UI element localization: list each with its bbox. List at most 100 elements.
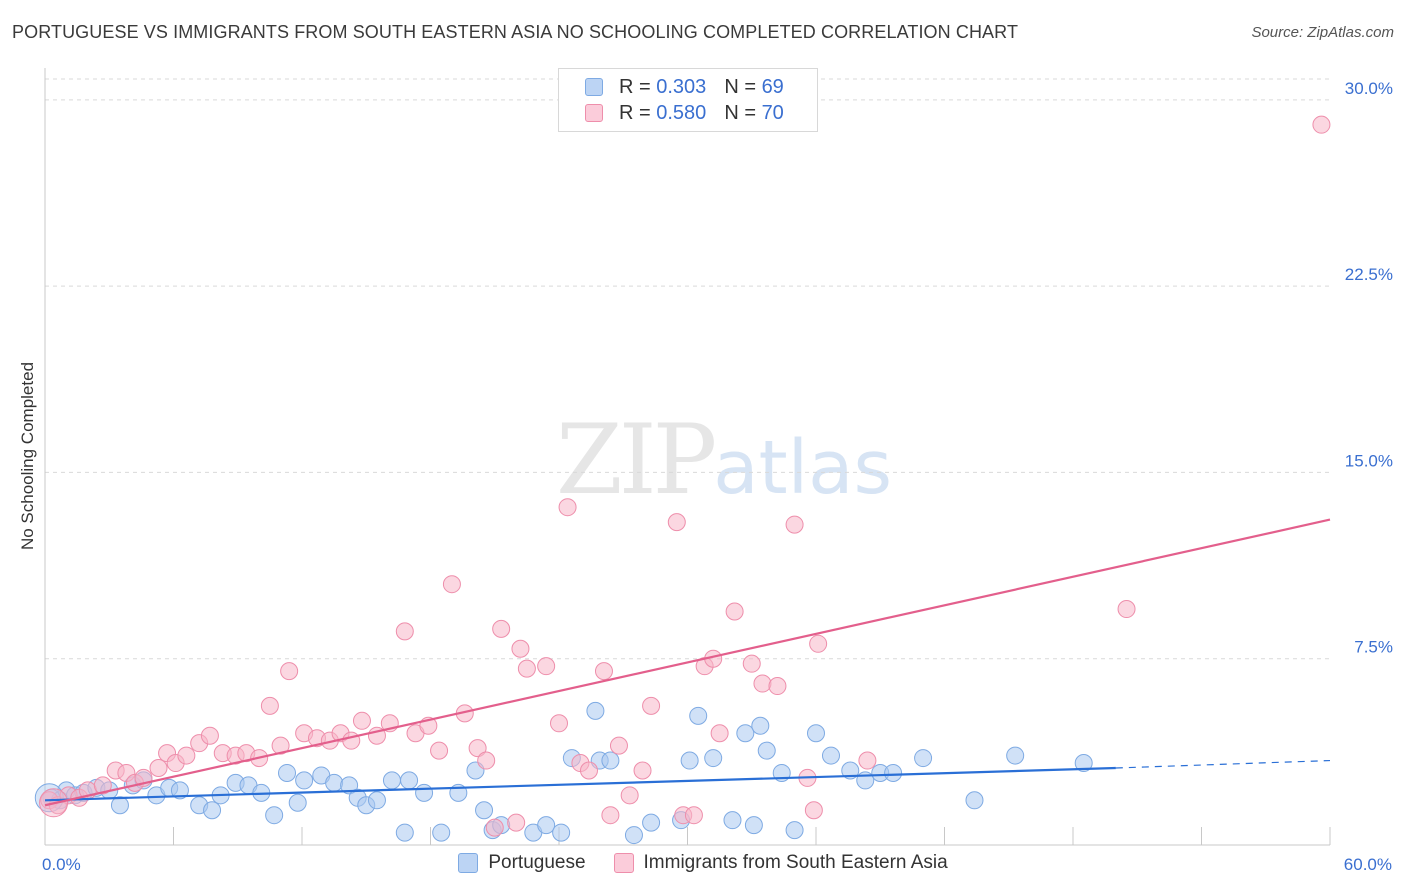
portuguese-point	[340, 776, 359, 795]
watermark-atlas: atlas	[713, 425, 893, 511]
portuguese-point	[265, 806, 284, 825]
portuguese-point	[278, 763, 297, 782]
immigrants-point	[517, 659, 536, 678]
portuguese-point	[367, 791, 386, 810]
legend-label-portuguese: Portuguese	[488, 852, 586, 873]
immigrants-point	[177, 746, 196, 765]
portuguese-point	[1074, 754, 1093, 773]
gridlines	[45, 78, 1330, 660]
portuguese-point	[1006, 746, 1025, 765]
legend-row-immigrants: R = 0.580 N = 70	[585, 101, 784, 125]
legend-r-label: R =	[619, 75, 651, 98]
immigrants-point	[642, 696, 661, 715]
immigrants-point	[710, 724, 729, 743]
immigrants-point	[395, 622, 414, 641]
immigrants-point	[753, 674, 772, 693]
watermark: ZIPatlas	[556, 404, 892, 516]
portuguese-point	[432, 823, 451, 842]
legend-label-immigrants: Immigrants from South Eastern Asia	[643, 852, 948, 873]
portuguese-point	[382, 771, 401, 790]
trend-lines	[44, 518, 1331, 807]
immigrants-point	[200, 726, 219, 745]
immigrants-point	[352, 711, 371, 730]
portuguese-point	[841, 761, 860, 780]
portuguese-point	[288, 793, 307, 812]
watermark-zip: ZIP	[556, 404, 717, 516]
legend-row-portuguese: R = 0.303 N = 69	[585, 75, 784, 99]
y-tick-label: 22.5%	[1345, 265, 1393, 284]
immigrants-trend-line	[44, 518, 1331, 807]
legend-swatch-portuguese	[585, 78, 603, 96]
portuguese-point	[400, 771, 419, 790]
immigrants-point	[477, 751, 496, 770]
y-tick-label: 30.0%	[1345, 79, 1393, 98]
y-tick-label: 15.0%	[1345, 451, 1393, 470]
legend-r-label: R =	[619, 101, 651, 124]
legend-swatch-immigrants	[585, 104, 603, 122]
portuguese-point	[884, 763, 903, 782]
immigrants-point	[149, 759, 168, 777]
immigrants-point	[620, 786, 639, 805]
portuguese-trend-line-extension	[1115, 759, 1331, 769]
portuguese-point	[110, 796, 129, 815]
portuguese-point	[785, 821, 804, 840]
legend-item-immigrants[interactable]: Immigrants from South Eastern Asia	[613, 852, 948, 874]
portuguese-point	[537, 816, 556, 835]
immigrants-point	[804, 801, 823, 820]
portuguese-point	[642, 813, 661, 832]
series-legend: Portuguese Immigrants from South Eastern…	[0, 852, 1406, 874]
immigrants-point	[93, 776, 112, 795]
legend-swatch-portuguese	[458, 853, 479, 873]
portuguese-point	[325, 773, 344, 792]
immigrants-point	[667, 513, 686, 532]
legend-n-value: 69	[761, 75, 784, 98]
immigrants-point	[609, 736, 628, 755]
legend-r-value: 0.303	[656, 75, 707, 98]
immigrants-point	[579, 761, 598, 780]
source-label: Source: ZipAtlas.com	[1251, 24, 1394, 41]
portuguese-point	[295, 771, 314, 790]
immigrants-point	[725, 602, 744, 621]
portuguese-point	[965, 791, 984, 810]
immigrants-point	[1117, 600, 1136, 619]
y-tick-label: 7.5%	[1354, 638, 1393, 657]
immigrants-point	[601, 806, 620, 825]
immigrants-point	[492, 619, 511, 638]
immigrants-point	[594, 662, 613, 681]
portuguese-point	[395, 823, 414, 842]
x-tick-label: 0.0%	[42, 855, 81, 874]
axes	[44, 68, 1331, 846]
portuguese-point	[757, 741, 776, 760]
immigrants-point	[785, 515, 804, 534]
immigrants-point	[280, 662, 299, 681]
portuguese-point	[203, 801, 222, 820]
legend-n-label: N =	[724, 101, 756, 124]
portuguese-point	[415, 783, 434, 802]
legend-n-label: N =	[724, 75, 756, 98]
legend-item-portuguese[interactable]: Portuguese	[458, 852, 586, 874]
chart-title: PORTUGUESE VS IMMIGRANTS FROM SOUTH EAST…	[12, 22, 1019, 42]
portuguese-point	[601, 751, 620, 770]
immigrants-point	[558, 498, 577, 517]
portuguese-point	[914, 749, 933, 768]
portuguese-point	[744, 816, 763, 835]
legend-r-value: 0.580	[656, 101, 707, 124]
immigrants-point	[684, 806, 703, 825]
immigrants-point	[633, 761, 652, 780]
portuguese-point	[807, 724, 825, 743]
immigrants-point	[809, 634, 828, 653]
portuguese-point	[704, 749, 723, 768]
portuguese-point	[552, 823, 571, 842]
portuguese-trend-line	[44, 766, 1116, 802]
immigrants-point	[430, 741, 449, 760]
portuguese-point	[680, 751, 699, 770]
portuguese-point	[751, 716, 770, 735]
portuguese-point	[170, 781, 189, 800]
portuguese-point	[689, 706, 708, 725]
data-points	[34, 115, 1331, 845]
immigrants-point	[1312, 115, 1331, 134]
immigrants-point	[768, 677, 787, 696]
immigrants-point	[260, 696, 279, 715]
immigrants-point	[537, 657, 556, 676]
